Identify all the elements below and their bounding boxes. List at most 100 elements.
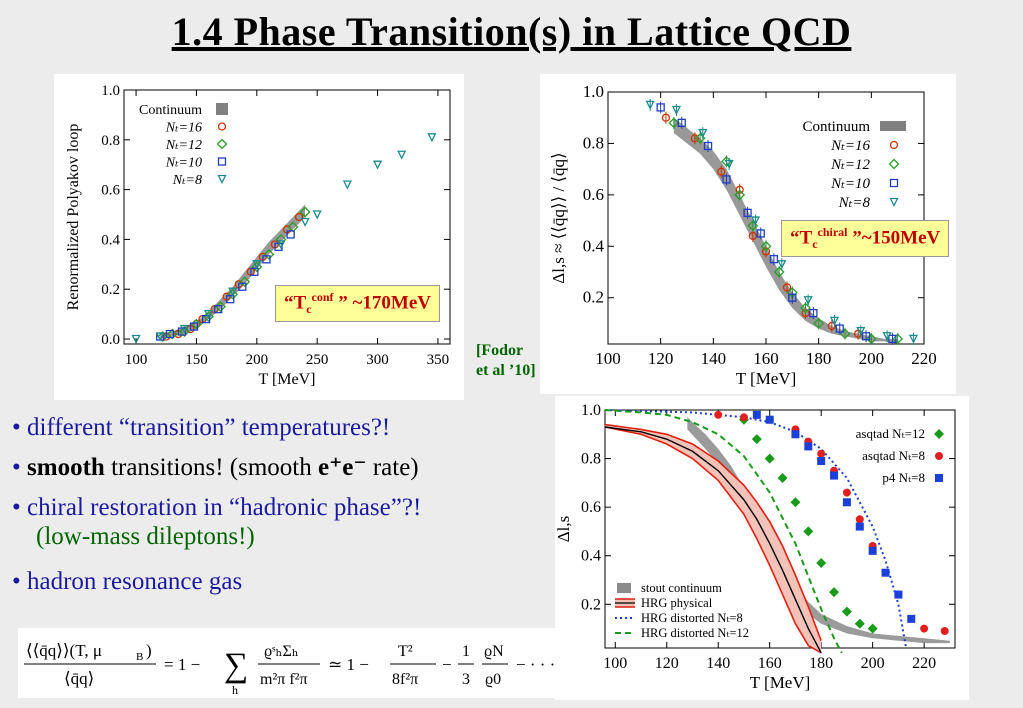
formula-frac1-den: m²π f²π bbox=[260, 671, 308, 688]
data-point-square bbox=[226, 295, 235, 304]
data-point-diamond bbox=[166, 328, 178, 340]
formula-frac4-den: ϱ0 bbox=[485, 671, 501, 688]
data-point-square bbox=[743, 208, 752, 218]
legend-swatch-band bbox=[216, 103, 228, 115]
data-point-diamond bbox=[867, 623, 878, 634]
data-point-circle bbox=[748, 231, 757, 241]
data-point-diamond bbox=[299, 206, 311, 218]
data-point-diamond bbox=[764, 453, 775, 464]
legend-marker-circle bbox=[889, 140, 899, 150]
data-point-diamond bbox=[760, 240, 772, 252]
legend-label: Nₜ=16 bbox=[165, 121, 202, 136]
y-tick-label: 0.6 bbox=[583, 185, 604, 204]
legend-marker-diamond bbox=[934, 429, 944, 439]
data-point-circle bbox=[192, 319, 201, 329]
legend: Continuum Nₜ=16 Nₜ=12 Nₜ=10 Nₜ=8 bbox=[139, 103, 228, 188]
data-point-triangle bbox=[131, 334, 141, 344]
formula-lhs-den: ⟨q̄q⟩ bbox=[64, 669, 94, 688]
data-point-triangle bbox=[312, 210, 322, 220]
y-tick-label: 0.8 bbox=[101, 133, 120, 149]
legend-label: Nₜ=12 bbox=[830, 157, 870, 173]
data-point-diamond bbox=[178, 326, 190, 337]
data-point-diamond bbox=[790, 497, 801, 508]
bullet-dileptons: (low-mass dileptons!) bbox=[36, 523, 255, 550]
data-point-triangle bbox=[724, 159, 734, 169]
legend-label: Nₜ=8 bbox=[838, 195, 871, 211]
y-tick-label: 0.6 bbox=[581, 499, 601, 516]
x-axis-label: T [MeV] bbox=[750, 673, 811, 692]
data-point-triangle bbox=[645, 100, 655, 110]
data-point-diamond bbox=[251, 261, 263, 273]
data-point-square bbox=[894, 590, 903, 599]
legend-swatch-stout bbox=[617, 583, 631, 593]
data-point-circle bbox=[661, 113, 671, 122]
legend-marker-diamond bbox=[216, 138, 228, 150]
data-point-circle bbox=[827, 321, 836, 331]
legend-swatch-band bbox=[880, 121, 906, 131]
formula-tail: − · · · bbox=[516, 655, 555, 674]
data-point-circle bbox=[294, 212, 304, 222]
legend-label: Continuum bbox=[802, 119, 870, 135]
data-point-triangle bbox=[252, 260, 262, 270]
legend-label: asqtad Nₜ=8 bbox=[862, 448, 925, 463]
polyakov-loop-panel: 100 150 200 250 300 350 0.0 0.2 0.4 0.6 0.8 1.0 T [M… bbox=[54, 74, 464, 400]
x-tick-label: 140 bbox=[701, 349, 727, 368]
x-tick-label: 350 bbox=[427, 352, 450, 368]
data-point-square bbox=[817, 457, 826, 465]
formula-frac3-den: 3 bbox=[462, 671, 470, 688]
data-point-square bbox=[656, 103, 665, 112]
data-point-triangle bbox=[803, 296, 813, 306]
data-point-triangle bbox=[698, 128, 708, 139]
legend-label: HRG physical bbox=[641, 596, 713, 610]
data-point-square bbox=[165, 329, 175, 339]
citation: [Fodor et al ’10] bbox=[476, 342, 536, 379]
data-point-diamond bbox=[263, 248, 275, 260]
data-point-diamond bbox=[865, 333, 877, 345]
data-point-diamond bbox=[854, 618, 865, 629]
legend-label: HRG distorted Nₜ=12 bbox=[641, 626, 749, 640]
data-point-circle bbox=[855, 515, 864, 524]
data-point-square bbox=[238, 282, 247, 291]
data-point-triangle bbox=[750, 216, 761, 226]
x-tick-label: 160 bbox=[758, 655, 782, 672]
data-point-circle bbox=[842, 488, 851, 497]
data-point-triangle bbox=[882, 332, 892, 342]
bullet-temperatures: • different “transition” temperatures?! bbox=[12, 414, 391, 441]
data-point-diamond bbox=[803, 526, 814, 537]
tc-chiral-callout: “Tcchiral ”~150MeV bbox=[781, 220, 950, 258]
y-tick-label: 0.8 bbox=[583, 133, 604, 152]
legend-label: p4 Nₜ=8 bbox=[882, 470, 925, 485]
y-tick-label: 0.4 bbox=[581, 548, 601, 565]
plot-frame bbox=[604, 409, 956, 649]
data-point-square bbox=[769, 254, 779, 264]
data-point-square bbox=[201, 314, 211, 324]
data-point-square bbox=[677, 118, 686, 128]
data-point-circle bbox=[817, 449, 826, 458]
bullet-chiral-restoration: • chiral restoration in “hadronic phase”… bbox=[12, 494, 422, 521]
data-point-diamond bbox=[227, 288, 239, 300]
formula-approx: ≃ 1 − bbox=[328, 655, 369, 674]
y-tick-label: 0.0 bbox=[101, 332, 120, 348]
data-point-triangle bbox=[276, 240, 286, 250]
data-point-diamond bbox=[239, 276, 251, 288]
legend-marker-circle bbox=[217, 122, 227, 131]
data-point-square bbox=[888, 334, 897, 344]
formula-svg: ⟨⟨q̄q⟩⟩(T, μ B ) ⟨q̄q⟩ = 1 − ∑ h ϱˢₕΣₕ m… bbox=[24, 641, 555, 697]
chiral-condensate-chart: 100 120 140 160 180 200 220 0.2 0.4 0.6 0.8 1.0 T [M… bbox=[549, 82, 937, 388]
hrg-comparison-panel: 100 120 140 160 180 200 220 0.2 0.4 0.6 0.8 1.0 T [M… bbox=[555, 396, 969, 700]
data-point-diamond bbox=[800, 302, 811, 314]
x-tick-label: 100 bbox=[595, 349, 621, 368]
formula-lhs-num: ⟨⟨q̄q⟩⟩(T, μ bbox=[26, 641, 102, 660]
polyakov-loop-chart: 100 150 200 250 300 350 0.0 0.2 0.4 0.6 0.8 1.0 T [M… bbox=[65, 83, 451, 388]
data-point-circle bbox=[717, 167, 726, 176]
y-axis-label: Δl,s bbox=[555, 516, 573, 543]
data-point-triangle bbox=[300, 217, 310, 227]
legend-label: Nₜ=12 bbox=[165, 138, 202, 153]
x-tick-label: 120 bbox=[655, 655, 679, 672]
data-point-diamond bbox=[773, 266, 785, 278]
x-tick-label: 300 bbox=[366, 352, 389, 368]
legend-label: HRG distorted Nₜ=8 bbox=[641, 611, 743, 625]
data-point-square bbox=[189, 322, 199, 331]
hrg-distorted-nt12-line bbox=[604, 409, 843, 654]
